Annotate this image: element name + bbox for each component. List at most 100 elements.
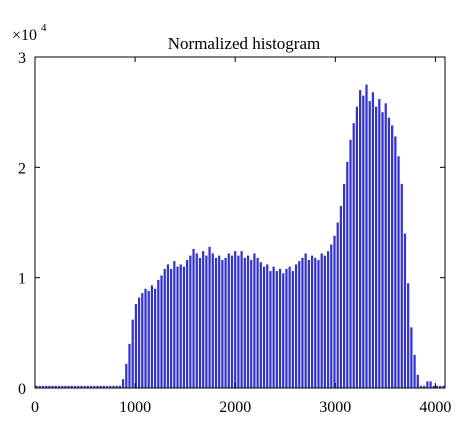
histogram-bar [375,106,378,389]
histogram-bar [413,354,416,388]
histogram-bar [202,251,205,388]
histogram-bar [160,275,163,388]
histogram-bar [237,255,240,388]
histogram-bar [89,385,93,388]
histogram-bar [157,279,160,388]
histogram-bar [352,123,355,388]
histogram-bar [109,385,112,388]
histogram-bar [391,125,394,388]
histogram-bar [67,385,70,388]
histogram-bar [384,103,387,388]
histogram-bar [189,255,192,388]
histogram-bar [163,268,166,388]
histogram-bar [407,283,410,388]
y-multiplier-base: ×10 [12,27,37,44]
histogram-bar [288,266,291,388]
histogram-bar [339,205,343,388]
histogram-bar [186,260,189,388]
histogram-bar [250,260,253,388]
histogram-bar [64,385,67,388]
histogram-bar [301,257,304,388]
y-tick-label: 0 [18,381,26,398]
histogram-bar [83,385,86,388]
histogram-bar [224,257,227,388]
histogram-bars [35,84,445,389]
histogram-bar [234,251,237,388]
histogram-bar [221,260,224,388]
histogram-bar [73,385,77,388]
x-tick-label: 3000 [319,399,351,416]
histogram-bar [182,266,186,388]
histogram-bar [61,385,64,388]
histogram-bar [144,288,147,388]
histogram-bar [253,253,256,388]
histogram-bar [105,385,109,388]
histogram-bar [423,385,426,388]
histogram-bar [192,248,195,388]
chart-title: Normalized histogram [168,34,321,53]
histogram-bar [381,112,384,389]
histogram-bar [346,161,349,388]
histogram-bar [368,101,371,388]
histogram-bar [96,385,99,388]
histogram-bar [205,255,208,388]
histogram-bar [154,288,157,388]
histogram-bar [272,266,275,388]
histogram-bar [147,290,150,388]
histogram-bar [102,385,105,388]
histogram-bar [387,117,391,389]
histogram-bar [432,385,435,388]
histogram-bar [195,253,198,388]
histogram-bar [326,251,330,388]
histogram-bar [320,253,323,388]
x-tick-label: 0 [31,399,39,416]
histogram-bar [307,260,310,388]
histogram-bar [285,268,288,388]
histogram-bar [218,255,221,388]
histogram-bar [137,297,141,388]
histogram-bar [355,106,359,389]
x-tick-label: 1000 [119,399,151,416]
histogram-bar [442,385,445,388]
histogram-bar [118,385,121,388]
histogram-bar [419,385,423,388]
histogram-bar [365,84,368,388]
histogram-bar [128,343,131,388]
y-multiplier-exponent: 4 [41,22,47,34]
histogram-bar [131,319,134,388]
histogram-bar [38,385,41,388]
histogram-bar [336,222,339,388]
histogram-bar [317,260,320,388]
plot-frame [34,56,446,389]
histogram-bar [397,156,400,388]
histogram-bar [426,381,429,388]
histogram-bar [243,257,246,388]
x-tick-label: 2000 [219,399,251,416]
histogram-bar [298,261,301,388]
histogram-bar [54,385,57,388]
histogram-bar [275,271,278,388]
histogram-bar [294,264,298,388]
histogram-bar [214,257,218,388]
histogram-bar [35,385,38,388]
histogram-bar [362,95,365,389]
histogram-bar [246,255,250,388]
y-tick-label: 3 [18,50,26,67]
histogram-bar [166,264,170,388]
histogram-bar [80,385,83,388]
histogram-bar [333,235,336,388]
histogram-bar [41,385,45,388]
histogram-bar [282,273,285,388]
histogram-bar [394,136,397,388]
histogram-bar [400,183,403,388]
histogram-bar [416,374,419,388]
histogram-bar [410,327,413,388]
histogram-bar [150,285,154,388]
histogram-bar [227,253,230,388]
histogram-bar [77,385,80,388]
histogram-bar [330,244,333,388]
histogram-bar [125,363,128,388]
histogram-bar [51,385,54,388]
histogram-bar [99,385,102,388]
